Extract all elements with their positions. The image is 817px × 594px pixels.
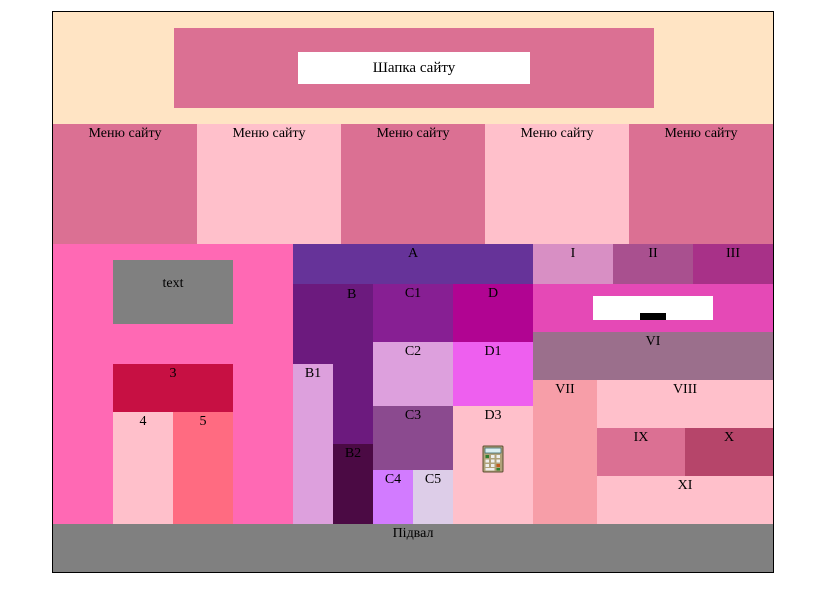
block-3: 3 xyxy=(113,364,233,412)
block-b2: B2 xyxy=(333,444,373,524)
menu-item-3[interactable]: Меню сайту xyxy=(341,124,485,244)
block-vii: VII xyxy=(533,380,597,524)
block-b-label: B xyxy=(347,287,357,302)
block-vi: VI xyxy=(533,332,773,380)
block-d1: D1 xyxy=(453,342,533,406)
block-4: 4 xyxy=(113,412,173,524)
block-i: I xyxy=(533,244,613,284)
block-iii: III xyxy=(693,244,773,284)
menu-item-2[interactable]: Меню сайту xyxy=(197,124,341,244)
block-viii: VIII xyxy=(597,380,773,428)
site-header-title: Шапка сайту xyxy=(298,52,530,84)
block-v xyxy=(533,284,773,332)
block-5: 5 xyxy=(173,412,233,524)
text-block: text xyxy=(113,260,233,324)
menu-item-5[interactable]: Меню сайту xyxy=(629,124,773,244)
block-c5: C5 xyxy=(413,470,453,524)
block-x: X xyxy=(685,428,773,476)
text-block-label: text xyxy=(162,276,184,291)
block-d3-label: D3 xyxy=(484,408,502,423)
block-a: A xyxy=(293,244,533,284)
block-c4: C4 xyxy=(373,470,413,524)
text-input[interactable] xyxy=(593,296,713,320)
menu-item-1[interactable]: Меню сайту xyxy=(53,124,197,244)
block-d: D xyxy=(453,284,533,342)
block-c3: C3 xyxy=(373,406,453,470)
menu-item-4[interactable]: Меню сайту xyxy=(485,124,629,244)
block-ii: II xyxy=(613,244,693,284)
block-ix: IX xyxy=(597,428,685,476)
page-frame: Шапка сайту Меню сайту Меню сайту Меню с… xyxy=(52,11,774,573)
site-footer: Підвал xyxy=(53,524,773,572)
block-c1: C1 xyxy=(373,284,453,342)
block-xi: XI xyxy=(597,476,773,524)
block-b1: B1 xyxy=(293,364,333,524)
block-d3: D3 xyxy=(453,406,533,524)
input-caret xyxy=(640,313,666,320)
block-c2: C2 xyxy=(373,342,453,406)
calculator-icon xyxy=(482,445,504,473)
